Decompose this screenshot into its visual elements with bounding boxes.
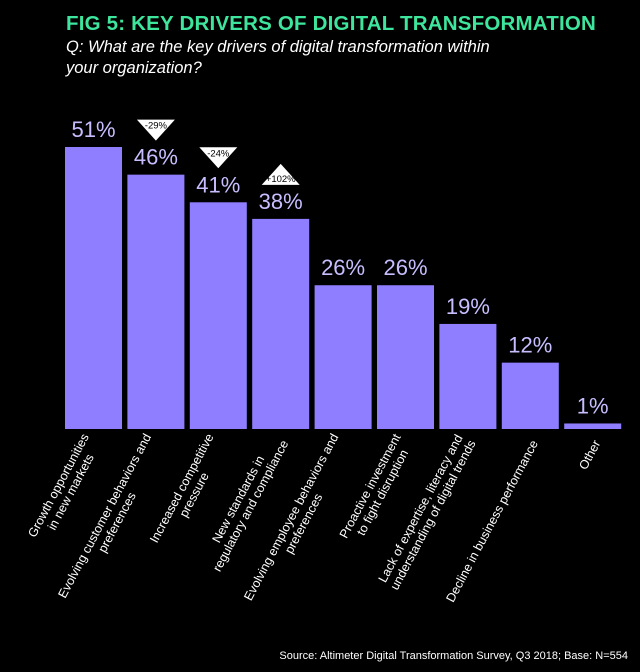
decrease-triangle-icon	[136, 119, 175, 141]
figure-title: FIG 5: KEY DRIVERS OF DIGITAL TRANSFORMA…	[66, 12, 597, 35]
change-label: +102%	[266, 174, 296, 185]
svg-text:Other: Other	[576, 438, 603, 472]
source-note: Source: Altimeter Digital Transformation…	[279, 650, 628, 662]
bar-value-label: 41%	[196, 172, 240, 197]
change-label: -24%	[207, 148, 230, 159]
bar	[127, 174, 185, 429]
increase-triangle-icon	[261, 163, 300, 185]
bar-value-label: 46%	[134, 145, 178, 170]
bar	[65, 147, 122, 429]
bar-value-label: 26%	[383, 255, 427, 280]
bar-value-label: 26%	[321, 255, 365, 280]
question-line-2: your organization?	[66, 59, 202, 77]
bar	[189, 202, 247, 429]
bar	[377, 285, 434, 429]
bar	[314, 285, 372, 429]
bar-value-label: 51%	[71, 117, 115, 142]
bar-value-label: 19%	[446, 294, 490, 319]
category-label-line: Other	[576, 438, 603, 472]
bar-value-label: 12%	[508, 333, 552, 358]
bar-value-label: 1%	[577, 393, 609, 418]
category-label: Other	[576, 438, 603, 472]
bar	[252, 218, 310, 429]
bar	[501, 362, 559, 429]
category-label-line: Increased competitive	[147, 431, 216, 545]
bar-value-label: 38%	[259, 189, 303, 214]
bar	[439, 323, 497, 429]
question-line-1: Q: What are the key drivers of digital t…	[66, 38, 490, 56]
change-label: -29%	[145, 121, 168, 132]
survey-question: Q: What are the key drivers of digital t…	[66, 37, 606, 79]
bar	[564, 423, 622, 429]
decrease-triangle-icon	[199, 147, 238, 169]
